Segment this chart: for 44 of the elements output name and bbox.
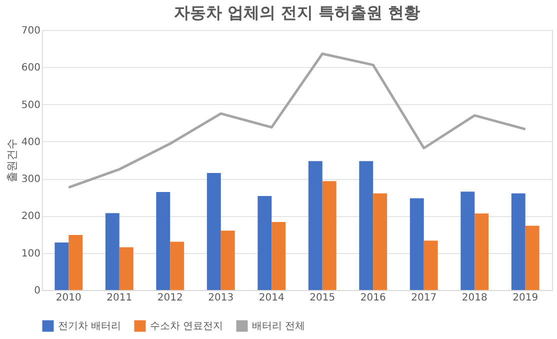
bar	[373, 193, 388, 290]
bar	[105, 213, 120, 290]
bar	[170, 242, 184, 290]
chart-title: 자동차 업체의 전지 특허출원 현황	[174, 3, 420, 22]
bar	[68, 235, 83, 290]
bar	[258, 196, 272, 290]
x-tick-label: 2012	[157, 292, 183, 304]
x-tick-label: 2015	[310, 292, 336, 304]
bar	[424, 240, 438, 290]
bar	[474, 213, 489, 290]
bar	[272, 222, 286, 290]
y-tick-label: 300	[21, 174, 40, 186]
x-tick-label: 2011	[106, 292, 132, 304]
legend-label: 배터리 전체	[252, 321, 306, 332]
bar	[511, 193, 526, 290]
y-tick-label: 400	[21, 136, 40, 148]
x-tick-label: 2018	[462, 292, 488, 304]
x-tick-label: 2017	[411, 292, 437, 304]
y-tick-label: 700	[21, 26, 40, 36]
bar	[322, 181, 336, 290]
bar	[460, 192, 475, 290]
y-tick-label: 100	[21, 248, 40, 260]
y-tick-label: 600	[21, 62, 40, 74]
y-tick-label: 500	[21, 100, 40, 111]
bar	[525, 226, 540, 290]
x-tick-label: 2013	[208, 292, 234, 304]
y-tick-label: 200	[21, 211, 40, 222]
bar	[206, 173, 221, 290]
x-tick-label: 2010	[56, 292, 82, 304]
x-tick-label: 2019	[512, 292, 538, 304]
bar	[54, 242, 69, 290]
bar	[359, 161, 374, 290]
x-tick-label: 2016	[360, 292, 386, 304]
y-axis-title: 출원건수	[5, 138, 18, 182]
legend-label: 수소차 연료전지	[150, 321, 224, 332]
bar	[119, 247, 134, 290]
bar	[410, 198, 424, 290]
bar	[156, 192, 170, 290]
line-series	[67, 52, 527, 189]
y-tick-label: 0	[34, 286, 40, 296]
legend-label: 전기차 배터리	[58, 321, 122, 332]
bar	[220, 230, 235, 290]
x-tick-label: 2014	[258, 292, 284, 304]
bar	[308, 161, 322, 290]
